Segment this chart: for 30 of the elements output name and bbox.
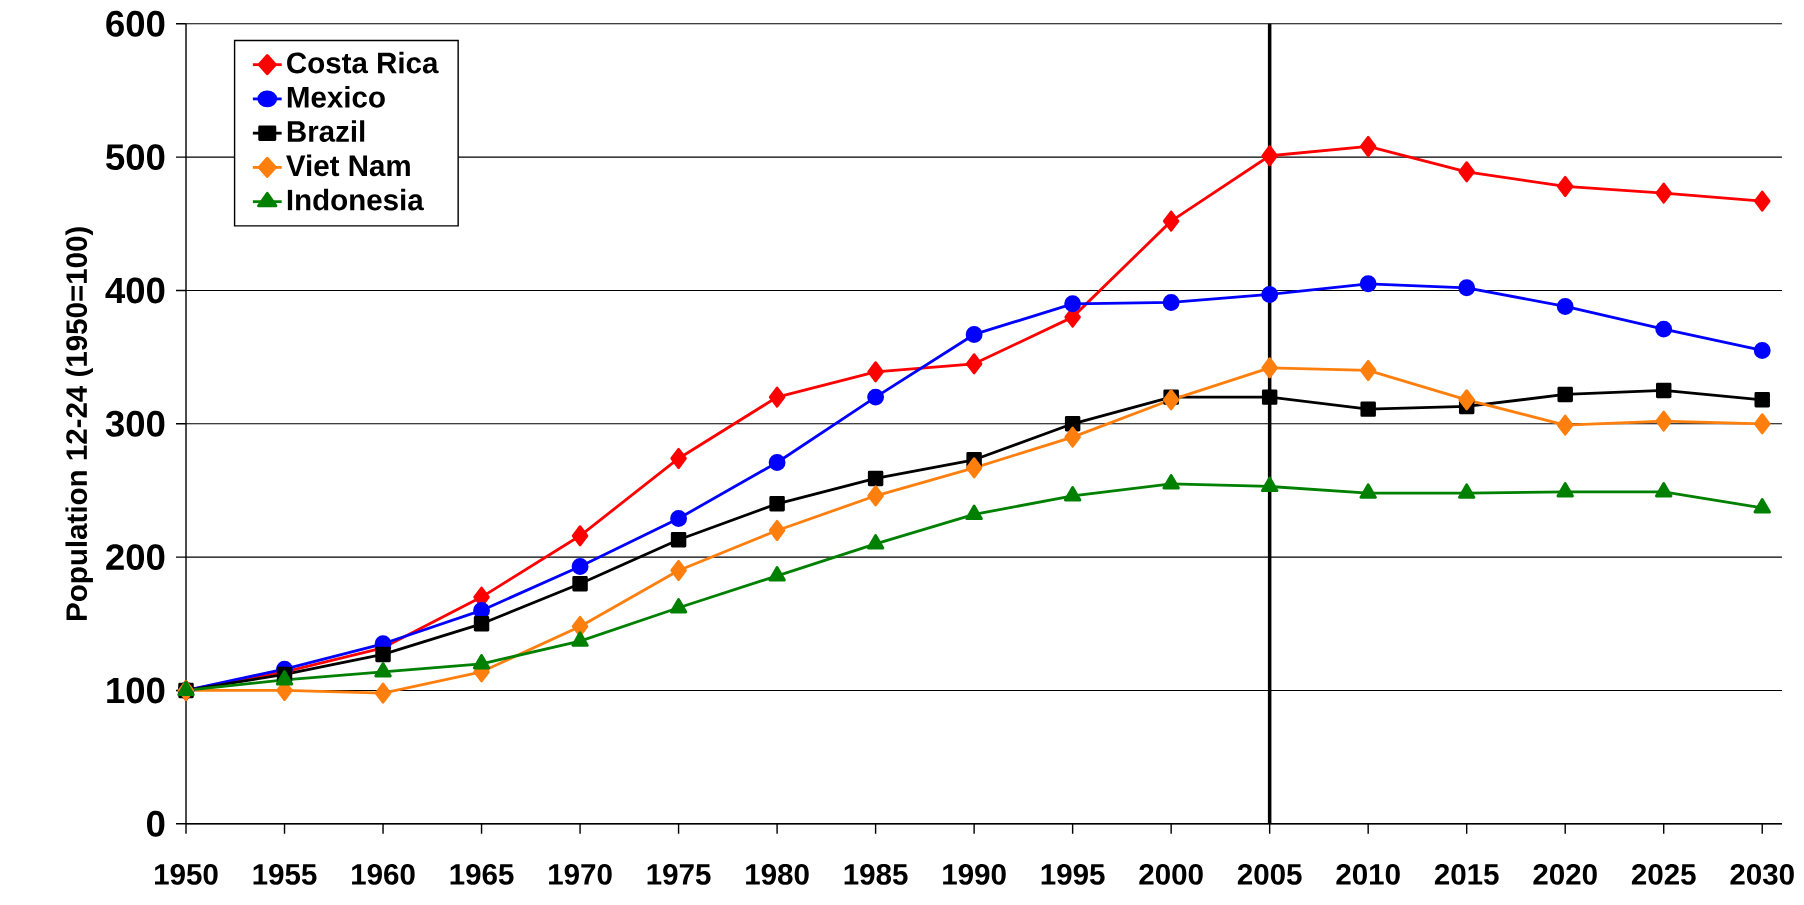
- y-tick-label: 600: [106, 10, 165, 37]
- legend-label: Costa Rica: [287, 51, 439, 74]
- y-tick-label: 0: [147, 810, 165, 837]
- y-tick-label: 400: [105, 277, 165, 304]
- x-tick-label: 1970: [549, 863, 612, 885]
- x-tick-label: 2000: [1139, 863, 1203, 885]
- x-tick-label: 1995: [1041, 863, 1105, 885]
- legend-label: Mexico: [287, 86, 385, 108]
- y-tick-label: 500: [106, 144, 165, 171]
- x-tick-label: 1990: [943, 863, 1006, 885]
- x-tick-label: 1980: [746, 863, 809, 885]
- legend-label: Brazil: [287, 120, 365, 142]
- y-axis-title: Population 12-24 (1950=100): [65, 227, 93, 620]
- x-tick-label: 2005: [1237, 863, 1302, 885]
- x-tick-label: 2030: [1730, 863, 1794, 885]
- x-tick-label: 2020: [1533, 863, 1597, 885]
- y-tick-label: 300: [105, 410, 165, 437]
- x-tick-label: 1960: [352, 863, 415, 885]
- legend-label: Viet Nam: [286, 154, 410, 177]
- x-tick-label: 1950: [155, 863, 218, 885]
- x-tick-label: 2015: [1434, 863, 1499, 885]
- x-tick-label: 1985: [844, 863, 908, 885]
- y-tick-label: 200: [106, 544, 165, 571]
- x-tick-label: 1975: [647, 863, 711, 885]
- y-tick-label: 100: [107, 677, 165, 704]
- x-tick-label: 1955: [253, 863, 317, 885]
- x-tick-label: 2025: [1631, 863, 1696, 885]
- x-tick-label: 1965: [450, 863, 514, 885]
- x-tick-label: 2010: [1336, 863, 1400, 885]
- legend-label: Indonesia: [287, 188, 424, 211]
